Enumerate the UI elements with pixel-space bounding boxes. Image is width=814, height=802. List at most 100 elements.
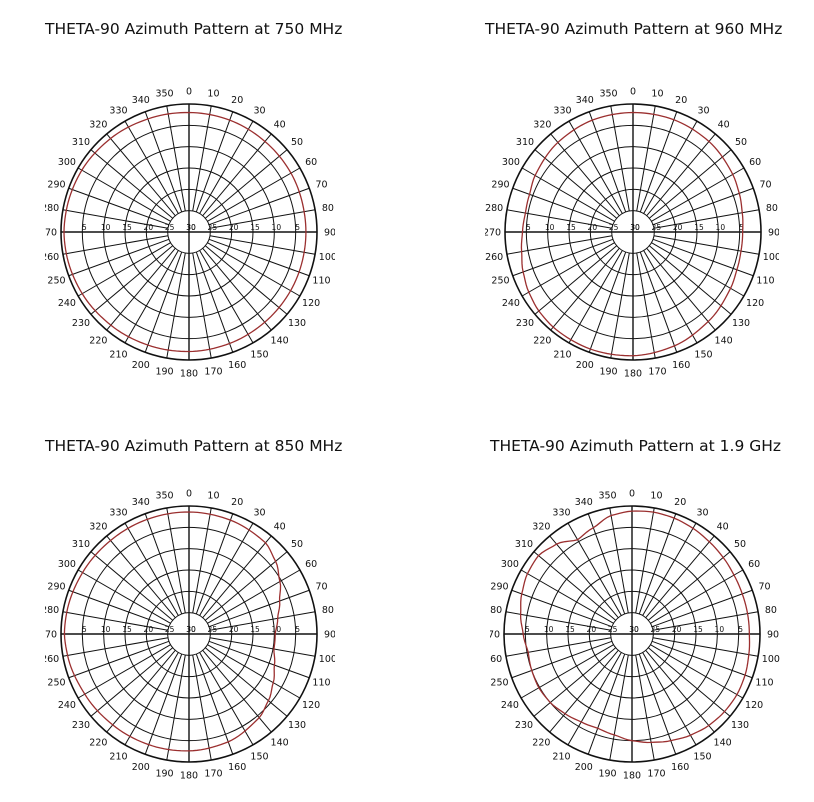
angle-tick-label: 20: [231, 95, 243, 106]
angle-tick-label: 210: [109, 752, 127, 763]
grid-spoke: [651, 589, 753, 628]
angle-tick-label: 180: [623, 771, 641, 782]
angle-tick-label: 260: [490, 654, 502, 665]
grid-spoke: [106, 650, 176, 733]
angle-tick-label: 90: [768, 228, 779, 239]
grid-spoke: [192, 252, 212, 359]
angle-tick-label: 270: [485, 228, 501, 239]
polar-chart-750mhz: THETA-90 Azimuth Pattern at 750 MHz 0 10 2…: [45, 20, 342, 390]
grid-spoke: [199, 250, 254, 344]
ring-tick-label-right: 30: [629, 625, 639, 634]
grid-spoke: [192, 507, 212, 614]
angle-tick-label: 330: [109, 507, 127, 518]
angle-tick-label: 310: [516, 137, 534, 148]
grid-spoke: [521, 167, 615, 222]
angle-tick-label: 60: [305, 157, 317, 168]
angle-tick-label: 200: [575, 762, 593, 773]
angle-tick-label: 300: [502, 157, 520, 168]
grid-spoke: [166, 654, 186, 761]
angle-tick-label: 30: [696, 507, 708, 518]
ring-tick-label-left: 10: [101, 625, 111, 634]
angle-tick-label: 130: [732, 318, 750, 329]
angle-tick-label: 120: [302, 298, 320, 309]
grid-spoke: [68, 640, 170, 679]
ring-tick-label-right: 15: [693, 625, 703, 634]
angle-tick-label: 320: [89, 521, 107, 532]
grid-spoke: [209, 209, 316, 229]
angle-tick-label: 300: [58, 157, 76, 168]
grid-spoke: [124, 250, 179, 344]
angle-tick-label: 20: [675, 95, 687, 106]
angle-tick-label: 140: [714, 738, 732, 749]
angle-tick-label: 170: [648, 366, 666, 377]
grid-spoke: [199, 522, 254, 616]
angle-tick-label: 270: [45, 228, 57, 239]
grid-spoke: [209, 611, 316, 631]
angle-tick-label: 340: [132, 95, 150, 106]
angle-tick-label: 70: [315, 179, 327, 190]
angle-tick-label: 100: [319, 654, 335, 665]
ring-tick-label-right: 25: [208, 223, 218, 232]
ring-tick-label-left: 5: [526, 223, 531, 232]
grid-spoke: [208, 238, 310, 277]
polar-chart-1-9ghz: THETA-90 Azimuth Pattern at 1.9 GHz 0 10 2…: [490, 437, 781, 797]
grid-spoke: [652, 187, 754, 226]
grid-spoke: [199, 652, 254, 746]
grid-spoke: [208, 187, 310, 226]
grid-spoke: [643, 120, 698, 214]
grid-spoke: [62, 209, 169, 229]
angle-tick-label: 350: [599, 89, 617, 100]
angle-tick-label: 240: [501, 700, 519, 711]
grid-spoke: [90, 149, 173, 219]
ring-tick-label-right: 5: [739, 223, 744, 232]
angle-tick-label: 190: [155, 768, 173, 779]
grid-spoke: [68, 187, 170, 226]
grid-spoke: [549, 650, 619, 733]
angle-tick-label: 340: [576, 95, 594, 106]
angle-tick-label: 60: [748, 559, 760, 570]
grid-spoke: [205, 149, 288, 219]
grid-spoke: [77, 569, 171, 624]
grid-spoke: [645, 535, 715, 618]
grid-spoke: [639, 111, 678, 213]
angle-tick-label: 0: [186, 489, 192, 500]
angle-tick-label: 310: [515, 539, 533, 550]
grid-spoke: [648, 647, 731, 717]
chart-title: THETA-90 Azimuth Pattern at 960 MHz: [485, 20, 783, 38]
angle-tick-label: 130: [288, 720, 306, 731]
angle-tick-label: 200: [576, 360, 594, 371]
grid-spoke: [533, 551, 616, 621]
grid-spoke: [646, 133, 716, 216]
angle-tick-label: 20: [674, 497, 686, 508]
grid-spoke: [199, 120, 254, 214]
grid-spoke: [209, 637, 316, 657]
angle-tick-label: 240: [502, 298, 520, 309]
angle-tick-label: 200: [132, 762, 150, 773]
grid-spoke: [511, 589, 613, 628]
angle-tick-label: 220: [89, 336, 107, 347]
grid-spoke: [195, 111, 234, 213]
angle-tick-label: 110: [312, 678, 330, 689]
grid-spoke: [207, 644, 301, 699]
grid-spoke: [533, 647, 616, 717]
angle-tick-label: 40: [274, 119, 286, 130]
grid-spoke: [649, 149, 732, 219]
ring-tick-label-left: 20: [144, 223, 154, 232]
grid-spoke: [648, 551, 731, 621]
grid-spoke: [587, 653, 626, 755]
grid-spoke: [202, 133, 272, 216]
angle-tick-label: 270: [45, 630, 57, 641]
angle-tick-label: 140: [271, 738, 289, 749]
grid-spoke: [588, 251, 627, 353]
ring-tick-label-right: 15: [250, 223, 260, 232]
angle-tick-label: 280: [490, 605, 502, 616]
grid-spoke: [205, 551, 288, 621]
ring-tick-label-left: 5: [525, 625, 530, 634]
angle-tick-label: 80: [765, 605, 777, 616]
angle-tick-label: 160: [228, 762, 246, 773]
grid-spoke: [205, 647, 288, 717]
angle-tick-label: 250: [491, 276, 509, 287]
ring-tick-label-right: 30: [186, 625, 196, 634]
ring-tick-label-right: 10: [715, 625, 725, 634]
